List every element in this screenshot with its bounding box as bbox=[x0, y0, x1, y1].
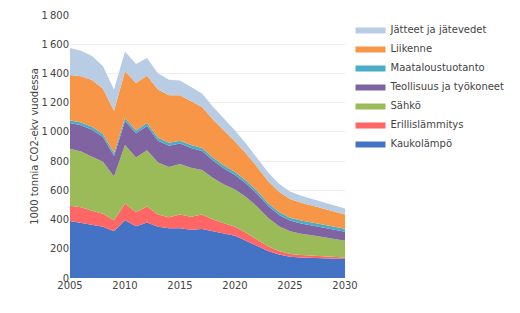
svg-text:200: 200 bbox=[50, 243, 69, 254]
svg-text:800: 800 bbox=[50, 156, 69, 167]
svg-text:1 200: 1 200 bbox=[42, 97, 69, 108]
svg-text:Erillislämmitys: Erillislämmitys bbox=[391, 119, 464, 130]
svg-text:1 800: 1 800 bbox=[42, 10, 69, 21]
svg-text:1 400: 1 400 bbox=[42, 68, 69, 79]
svg-text:0: 0 bbox=[63, 273, 69, 284]
svg-text:2010: 2010 bbox=[112, 280, 137, 291]
svg-text:Sähkö: Sähkö bbox=[391, 100, 421, 111]
svg-text:1 000: 1 000 bbox=[42, 126, 69, 137]
svg-text:Kaukolämpö: Kaukolämpö bbox=[391, 138, 453, 149]
svg-text:2025: 2025 bbox=[277, 280, 302, 291]
svg-text:1 600: 1 600 bbox=[42, 39, 69, 50]
svg-text:Liikenne: Liikenne bbox=[391, 43, 433, 54]
svg-text:1000 tonnia CO2-ekv vuodessa: 1000 tonnia CO2-ekv vuodessa bbox=[29, 68, 40, 225]
svg-text:600: 600 bbox=[50, 185, 69, 196]
svg-text:2015: 2015 bbox=[167, 280, 192, 291]
svg-text:2030: 2030 bbox=[332, 280, 357, 291]
svg-text:400: 400 bbox=[50, 214, 69, 225]
svg-text:Teollisuus ja työkoneet: Teollisuus ja työkoneet bbox=[390, 81, 505, 92]
svg-text:Jätteet ja jätevedet: Jätteet ja jätevedet bbox=[390, 24, 487, 35]
svg-text:2005: 2005 bbox=[57, 280, 82, 291]
svg-text:2020: 2020 bbox=[222, 280, 247, 291]
svg-text:Maataloustuotanto: Maataloustuotanto bbox=[391, 62, 485, 73]
